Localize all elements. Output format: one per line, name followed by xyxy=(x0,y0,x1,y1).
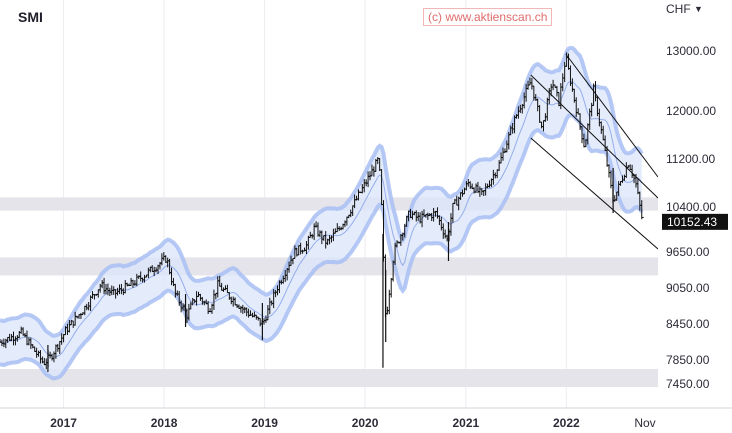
band-upper-edge xyxy=(0,45,644,338)
chevron-down-icon: ▼ xyxy=(694,4,703,14)
trend-channel-lower xyxy=(530,137,659,250)
x-axis-tick-label: 2018 xyxy=(151,416,178,430)
y-axis-tick-label: 8450.00 xyxy=(666,317,710,331)
y-axis-tick-label: 13000.00 xyxy=(666,44,716,58)
y-axis-tick-label: 7450.00 xyxy=(666,377,710,391)
band-lower-edge xyxy=(0,113,644,381)
ohlc-bar xyxy=(389,278,394,298)
y-axis-tick-label: 11200.00 xyxy=(666,152,715,166)
moving-average-line xyxy=(0,81,643,358)
currency-selector[interactable]: CHF ▼ xyxy=(666,2,703,16)
watermark-text: (c) www.aktienscan.ch xyxy=(423,8,553,26)
index-title: SMI xyxy=(18,9,43,25)
ohlc-bar xyxy=(639,200,644,220)
trend-channel-upper xyxy=(565,53,659,178)
x-axis-tick-label: 2021 xyxy=(452,416,479,430)
x-axis-tick-label: 2017 xyxy=(50,416,77,430)
x-axis-tick-label: 2020 xyxy=(352,416,379,430)
x-axis-tick-label: 2022 xyxy=(553,416,580,430)
trend-channel-middle xyxy=(530,74,659,199)
x-axis-tick-label: Nov xyxy=(634,416,655,430)
y-axis-tick-label: 12000.00 xyxy=(666,104,716,118)
y-axis-tick-label: 9650.00 xyxy=(666,245,710,259)
y-axis-tick-label: 9050.00 xyxy=(666,281,710,295)
y-axis-tick-label: 7850.00 xyxy=(666,353,710,367)
currency-label: CHF xyxy=(666,2,691,16)
support-zone xyxy=(0,369,658,387)
y-axis-tick-label: 10400.00 xyxy=(666,200,716,214)
ohlc-bars xyxy=(0,52,644,370)
last-price-tag xyxy=(662,213,728,230)
last-price-label: 10152.43 xyxy=(667,215,717,229)
ohlc-bar xyxy=(387,289,392,315)
x-axis-tick-label: 2019 xyxy=(251,416,278,430)
